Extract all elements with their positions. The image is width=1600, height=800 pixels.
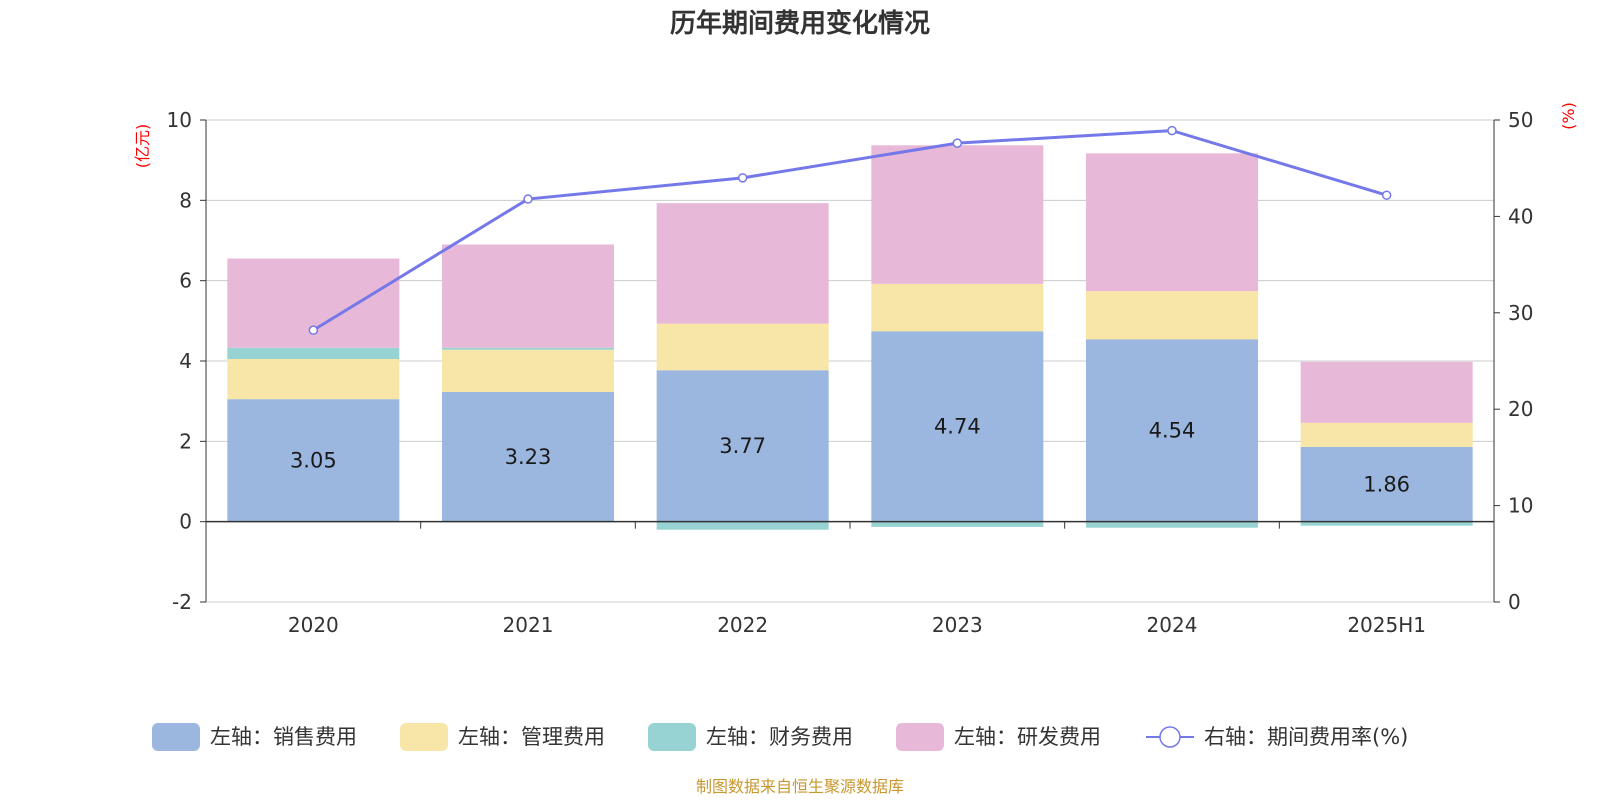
right-tick-label: 50 xyxy=(1508,108,1533,132)
left-tick-label: 10 xyxy=(167,108,192,132)
bar-左轴：销售费用-2022 xyxy=(656,370,829,522)
legend-label: 左轴：销售费用 xyxy=(210,725,357,749)
legend-swatch xyxy=(152,723,200,751)
rate-line xyxy=(312,129,1388,332)
bar-左轴：管理费用-2025H1 xyxy=(1300,422,1473,447)
category-label: 2022 xyxy=(717,613,768,637)
rate-point xyxy=(308,325,319,335)
category-label: 2025H1 xyxy=(1347,613,1426,637)
left-tick-label: -2 xyxy=(172,590,192,614)
bar-data-label: 3.77 xyxy=(719,434,766,458)
bar-左轴：管理费用-2022 xyxy=(656,323,829,371)
bar-左轴：研发费用-2024 xyxy=(1086,153,1258,292)
category-label: 2024 xyxy=(1147,613,1198,637)
legend-swatch xyxy=(400,723,448,751)
legend: 左轴：销售费用 左轴：管理费用 左轴：财务费用 左轴：研发费用 右轴：期间费用率(%) xyxy=(152,723,1408,751)
bar-左轴：财务费用-2020 xyxy=(227,347,400,359)
bar-左轴：管理费用-2021 xyxy=(442,349,614,392)
right-tick-label: 30 xyxy=(1508,301,1533,325)
bar-data-label: 4.54 xyxy=(1149,418,1196,442)
right-tick-label: 0 xyxy=(1508,590,1521,614)
bar-左轴：销售费用-2024 xyxy=(1086,339,1258,522)
rate-line-group xyxy=(308,125,1392,335)
rate-point xyxy=(1381,190,1392,200)
bar-左轴：财务费用-2025H1 xyxy=(1300,521,1473,526)
rate-point xyxy=(737,173,748,183)
legend-label: 左轴：管理费用 xyxy=(458,725,605,749)
left-tick-label: 2 xyxy=(179,429,192,453)
bar-左轴：管理费用-2024 xyxy=(1086,291,1258,340)
bar-左轴：研发费用-2023 xyxy=(871,145,1044,284)
bar-data-label: 3.05 xyxy=(290,448,337,472)
bar-左轴：销售费用-2023 xyxy=(871,331,1044,522)
bar-左轴：财务费用-2021 xyxy=(442,347,614,350)
left-axis-unit: (亿元) xyxy=(133,124,152,169)
category-label: 2020 xyxy=(288,613,339,637)
category-label: 2023 xyxy=(932,613,983,637)
right-tick-label: 10 xyxy=(1508,494,1533,518)
bar-左轴：研发费用-2025H1 xyxy=(1300,361,1473,423)
legend-label: 左轴：财务费用 xyxy=(706,725,853,749)
left-tick-label: 6 xyxy=(179,269,192,293)
rate-point xyxy=(1167,125,1177,136)
axes: -2 0 2 4 6 8 10 0 10 20 30 40 50 2020 2021 2022 2023 2024… xyxy=(167,108,1534,637)
legend-label: 左轴：研发费用 xyxy=(954,725,1101,749)
bar-左轴：管理费用-2023 xyxy=(871,283,1044,332)
category-label: 2021 xyxy=(503,613,554,637)
bar-左轴：财务费用-2024 xyxy=(1086,521,1258,528)
bars-group xyxy=(227,145,1473,530)
bar-左轴：财务费用-2022 xyxy=(656,521,829,530)
left-tick-label: 0 xyxy=(179,510,192,534)
right-tick-label: 40 xyxy=(1508,204,1533,228)
chart-title: 历年期间费用变化情况 xyxy=(670,8,930,39)
right-tick-label: 20 xyxy=(1508,397,1533,421)
legend-marker-swatch xyxy=(1159,726,1181,748)
bar-左轴：研发费用-2022 xyxy=(656,203,829,324)
rate-point xyxy=(523,194,533,204)
bar-左轴：财务费用-2023 xyxy=(871,521,1044,527)
legend-label: 右轴：期间费用率(%) xyxy=(1204,725,1408,749)
left-tick-label: 4 xyxy=(179,349,192,373)
bar-data-label: 1.86 xyxy=(1363,472,1410,496)
bar-data-label: 3.23 xyxy=(505,445,552,469)
right-axis-unit: (%) xyxy=(1559,102,1578,130)
left-tick-label: 8 xyxy=(179,188,192,212)
grid-lines xyxy=(206,119,1494,603)
bar-左轴：销售费用-2025H1 xyxy=(1300,446,1473,522)
bar-左轴：销售费用-2021 xyxy=(442,391,614,522)
legend-swatch xyxy=(896,723,944,751)
legend-swatch xyxy=(648,723,696,751)
bar-data-label: 4.74 xyxy=(934,414,981,438)
bar-左轴：管理费用-2020 xyxy=(227,358,400,400)
source-note: 制图数据来自恒生聚源数据库 xyxy=(696,777,904,796)
bar-labels: 3.05 3.23 3.77 4.74 4.54 1.86 xyxy=(290,414,1410,496)
bar-左轴：销售费用-2020 xyxy=(227,399,400,522)
bar-左轴：研发费用-2021 xyxy=(442,244,614,348)
rate-point xyxy=(952,138,963,148)
